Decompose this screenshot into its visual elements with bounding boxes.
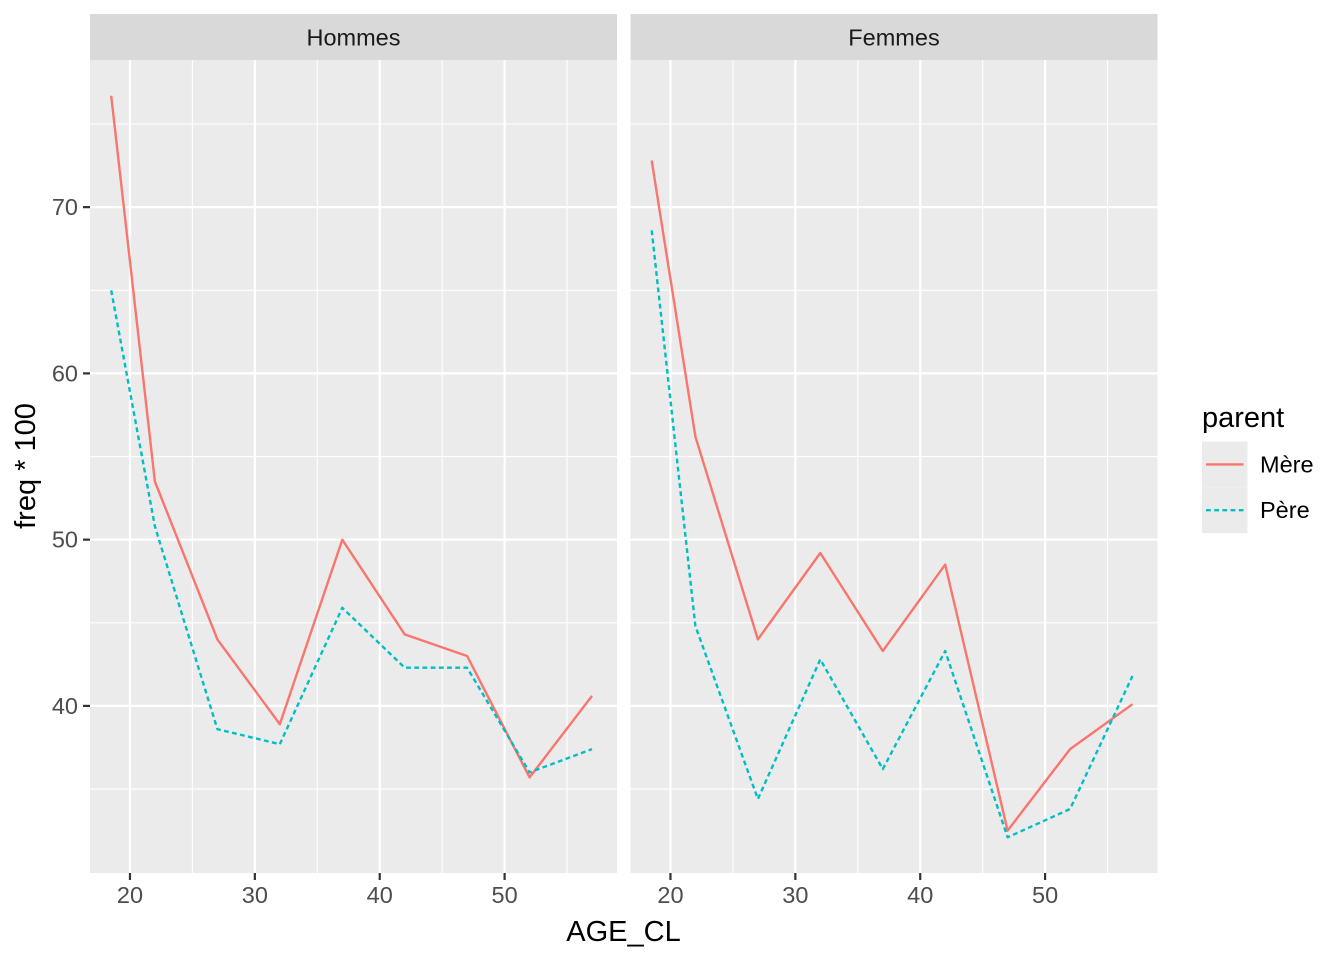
panel-background: [630, 60, 1158, 873]
grid-minor: [630, 60, 1158, 873]
y-tick-label: 70: [52, 194, 78, 220]
grid-major: [630, 60, 1158, 873]
facet-strip: [90, 14, 617, 60]
x-tick-label: 50: [492, 882, 518, 908]
x-tick-label: 20: [657, 882, 683, 908]
facet-strip-label: Hommes: [306, 25, 400, 51]
legend-entry-mere: Mère: [1202, 441, 1314, 488]
facet-panel-hommes: Hommes 20 30 40 50: [90, 14, 617, 908]
x-tick-label: 30: [242, 882, 268, 908]
series-line-pere: [650, 230, 1134, 839]
y-tick-label: 50: [52, 527, 78, 553]
facet-panel-femmes: Femmes 20 30 40 50: [630, 14, 1158, 908]
facet-strip: [630, 14, 1158, 60]
y-tick-label: 40: [52, 693, 78, 719]
facet-strip-label: Femmes: [848, 25, 939, 51]
grid-minor: [90, 60, 617, 873]
legend-title: parent: [1202, 402, 1284, 434]
panel-background: [90, 60, 617, 873]
legend-label: Père: [1260, 497, 1310, 523]
x-tick-label: 40: [907, 882, 933, 908]
series-line-mere: [650, 160, 1134, 832]
legend: parent Mère Père: [1202, 402, 1314, 534]
y-tick-label: 60: [52, 360, 78, 386]
legend-label: Mère: [1260, 451, 1314, 477]
y-axis: 40 50 60 70: [52, 194, 90, 719]
x-tick-label: 20: [117, 882, 143, 908]
y-axis-title: freq * 100: [10, 403, 42, 529]
x-tick-label: 50: [1032, 882, 1058, 908]
legend-entry-pere: Père: [1202, 487, 1310, 534]
x-tick-label: 40: [367, 882, 393, 908]
series-line-pere: [110, 290, 593, 774]
x-axis-title: AGE_CL: [566, 916, 680, 948]
x-tick-label: 30: [782, 882, 808, 908]
